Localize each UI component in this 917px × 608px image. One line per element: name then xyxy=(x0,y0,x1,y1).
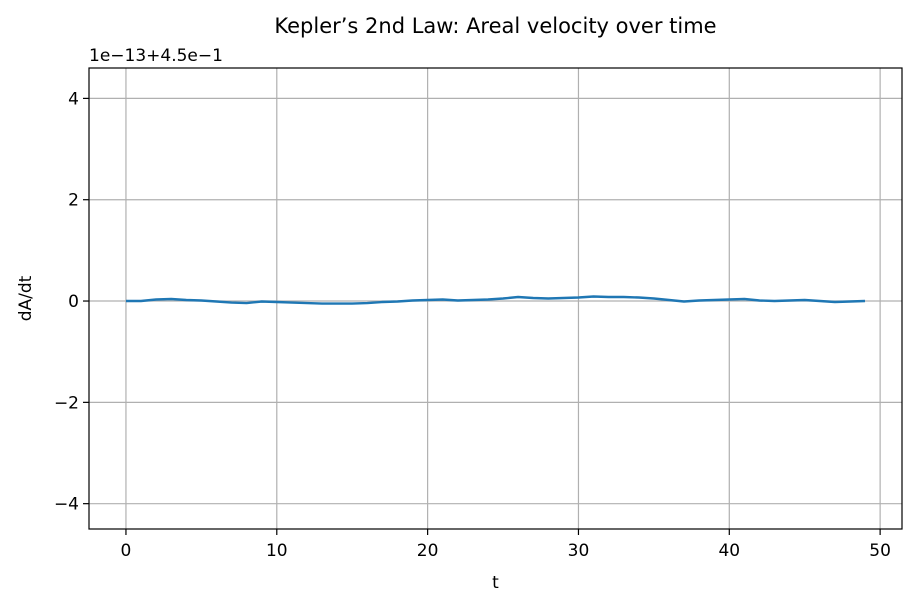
series-line xyxy=(126,295,866,305)
x-tick-label: 40 xyxy=(718,541,740,561)
x-tick-label: 30 xyxy=(568,541,590,561)
x-tick-label: 20 xyxy=(417,541,439,561)
y-tick-label: 0 xyxy=(68,292,79,312)
x-tick-label: 0 xyxy=(121,541,132,561)
y-tick-label: −4 xyxy=(54,495,79,515)
chart-title: Kepler’s 2nd Law: Areal velocity over ti… xyxy=(274,14,716,38)
y-offset-label: 1e−13+4.5e−1 xyxy=(89,46,223,66)
y-tick-label: 4 xyxy=(68,89,79,109)
y-tick-label: 2 xyxy=(68,191,79,211)
x-axis-label: t xyxy=(492,573,499,593)
x-tick-label: 10 xyxy=(266,541,288,561)
series-layer xyxy=(126,295,866,305)
y-tick-label: −2 xyxy=(54,393,79,413)
plot-frame xyxy=(88,67,903,530)
ticks: 0 10 20 30 40 50 −4 −2 0 2 4 xyxy=(54,89,891,561)
y-axis-label: dA/dt xyxy=(16,275,36,321)
x-tick-label: 50 xyxy=(869,541,891,561)
